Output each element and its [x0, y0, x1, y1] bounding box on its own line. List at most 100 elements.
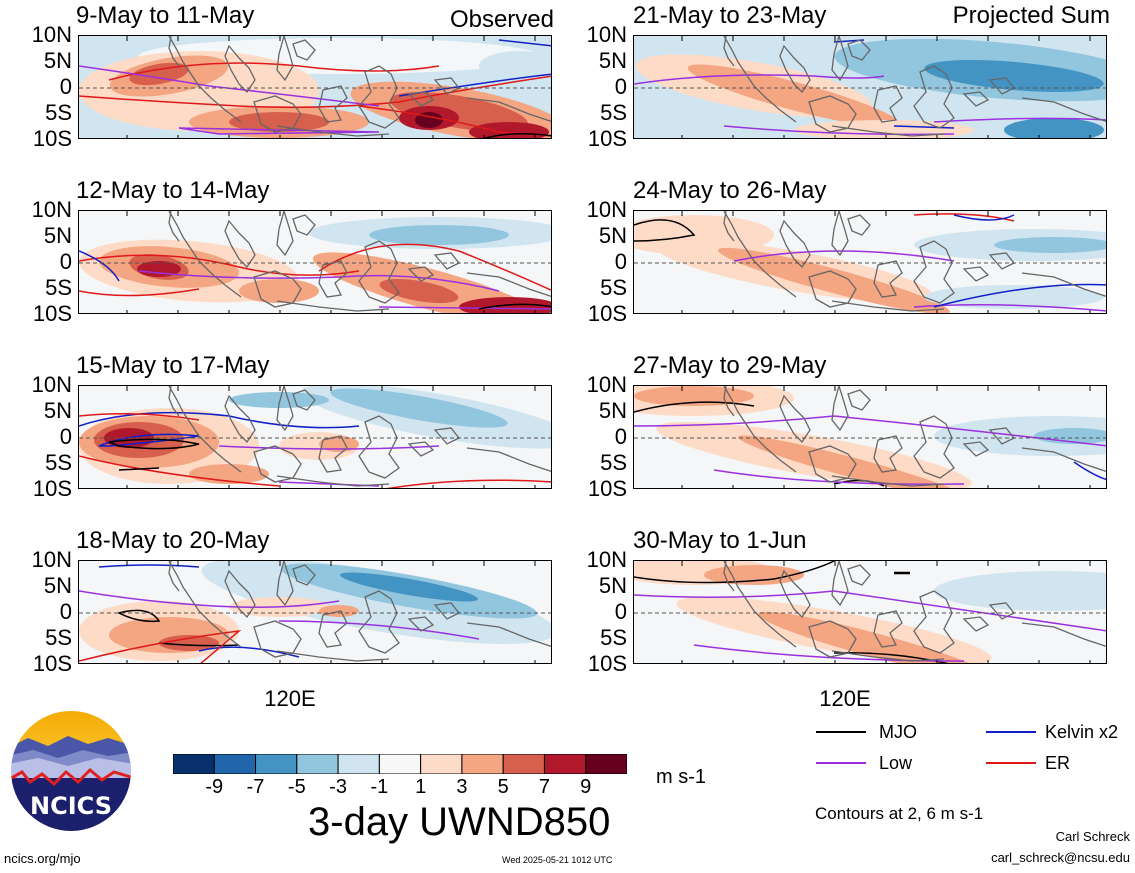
- shading-blob: [687, 64, 901, 128]
- y-tick-label: 5S: [45, 625, 72, 650]
- legend-er-label: ER: [1045, 753, 1071, 773]
- shading-blob: [229, 392, 329, 408]
- map-panel: [633, 385, 1107, 489]
- panel-title: 24-May to 26-May: [633, 177, 827, 204]
- y-tick-label: 0: [614, 249, 627, 274]
- y-tick-label: 5N: [43, 223, 72, 248]
- contour-line: [634, 401, 755, 413]
- legend-low-label: Low: [879, 753, 913, 773]
- y-tick-label: 10S: [587, 126, 627, 151]
- colorbar-level-label: -7: [246, 776, 265, 798]
- shading-blob: [758, 611, 990, 663]
- y-tick-label: 10S: [32, 126, 72, 151]
- colorbar-level-label: 5: [497, 776, 509, 798]
- contour-line: [634, 590, 1106, 632]
- colorbar-swatch: [502, 754, 545, 774]
- coastline: [723, 211, 1106, 312]
- map-panel: [633, 210, 1107, 314]
- contour-line: [933, 283, 1106, 308]
- contour-line: [953, 214, 1015, 221]
- shading-blob: [229, 112, 329, 132]
- y-tick-label: 5N: [598, 398, 627, 423]
- contour-line: [79, 250, 120, 282]
- author-email: carl_schreck@ncsu.edu: [991, 850, 1130, 865]
- y-tick-label: 5N: [598, 48, 627, 73]
- contour-line: [933, 117, 1106, 123]
- y-tick-label: 5S: [45, 275, 72, 300]
- colorbar-swatch: [173, 754, 215, 774]
- y-tick-label: 10N: [586, 372, 627, 397]
- y-tick-label: 5S: [600, 275, 627, 300]
- y-tick-label: 5N: [43, 398, 72, 423]
- source-url: ncics.org/mjo: [4, 851, 81, 866]
- contour-line: [108, 62, 440, 81]
- y-tick-label: 10N: [586, 547, 627, 572]
- legend-kelvin-label: Kelvin x2: [1045, 722, 1119, 742]
- map-panel: [633, 35, 1107, 139]
- coastline: [168, 36, 551, 137]
- map-panel: [78, 35, 552, 139]
- logo-text: NCICS: [30, 792, 112, 820]
- shading-blob: [479, 51, 551, 81]
- contour-line: [178, 127, 380, 135]
- colorbar-level-label: -1: [370, 776, 389, 798]
- panel-title: 15-May to 17-May: [76, 352, 270, 379]
- y-tick-label: 0: [614, 599, 627, 624]
- contour-line: [278, 620, 480, 640]
- y-tick-label: 10S: [32, 476, 72, 501]
- contour-note: Contours at 2, 6 m s-1: [815, 804, 984, 823]
- colorbar-level-label: 3: [456, 776, 468, 798]
- y-tick-label: 0: [59, 424, 72, 449]
- y-tick-label: 10S: [587, 651, 627, 676]
- coastline: [168, 561, 551, 662]
- map-panel: [633, 560, 1107, 664]
- panel-title: 21-May to 23-May: [633, 2, 827, 29]
- y-tick-label: 0: [614, 74, 627, 99]
- x-tick-label: 120E: [264, 686, 316, 711]
- panel-title: 12-May to 14-May: [76, 177, 270, 204]
- y-tick-label: 10S: [32, 301, 72, 326]
- contour-line: [118, 467, 160, 471]
- colorbar-level-label: 9: [580, 776, 592, 798]
- y-tick-label: 10N: [31, 372, 72, 397]
- panel-title: 18-May to 20-May: [76, 527, 270, 554]
- y-tick-label: 0: [614, 424, 627, 449]
- contour-line: [79, 629, 242, 663]
- colorbar-level-label: -5: [287, 776, 306, 798]
- legend-er-swatch: [986, 762, 1036, 764]
- shading-blob: [994, 237, 1106, 253]
- contour-line: [108, 438, 200, 450]
- contour-line: [79, 590, 340, 608]
- colorbar-level-label: 7: [538, 776, 551, 798]
- map-panel: [78, 210, 552, 314]
- chart-title: 3-day UWND850: [308, 800, 611, 844]
- shading-blob: [934, 571, 1106, 611]
- y-tick-label: 5S: [45, 450, 72, 475]
- shading-blob: [379, 278, 459, 304]
- x-tick-label: 120E: [819, 686, 871, 711]
- contour-line: [478, 303, 551, 310]
- shading-blob: [369, 225, 509, 245]
- tick-marks: [126, 386, 536, 488]
- contour-line: [913, 213, 1015, 222]
- contour-line: [634, 219, 696, 242]
- shading-blob: [330, 388, 508, 428]
- colorbar-swatch: [420, 754, 463, 774]
- legend-mjo-swatch: [816, 731, 866, 733]
- coastline: [168, 211, 551, 312]
- contour-line: [723, 125, 955, 136]
- projected-sum-label: Projected Sum: [952, 2, 1110, 29]
- shading-blob: [924, 59, 1104, 93]
- contour-line: [733, 250, 955, 262]
- y-tick-label: 10N: [31, 22, 72, 47]
- units-label: m s-1: [656, 766, 706, 788]
- author: Carl Schreck: [1055, 829, 1130, 844]
- contour-line: [79, 288, 200, 297]
- y-tick-label: 10N: [586, 197, 627, 222]
- shading-blob: [239, 279, 319, 303]
- shading-blob: [634, 386, 754, 406]
- shading-blob: [340, 572, 478, 602]
- contour-line: [634, 561, 835, 584]
- colorbar-swatch: [255, 754, 298, 774]
- colorbar-swatch: [296, 754, 339, 774]
